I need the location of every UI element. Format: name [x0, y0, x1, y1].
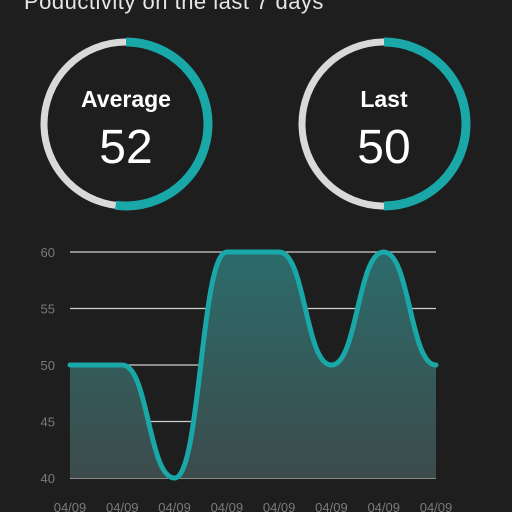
productivity-area-chart: 60 55 50 45 40 04/09 04/09 04/09 04/09 04/09 04/09… — [41, 245, 453, 512]
average-gauge: Average 52 — [38, 36, 214, 212]
last-gauge-label: Last — [360, 86, 408, 112]
last-gauge-value: 50 — [357, 121, 411, 174]
last-gauge: Last 50 — [296, 36, 472, 212]
data-point — [277, 250, 282, 254]
data-point — [68, 363, 72, 367]
page-title: Poductivity on the last 7 days — [24, 0, 324, 14]
y-tick-label: 60 — [41, 245, 55, 260]
series-line — [67, 249, 439, 481]
y-tick-label: 55 — [41, 302, 55, 317]
data-point — [434, 363, 438, 367]
x-tick-label: 04/09 — [106, 500, 139, 512]
average-gauge-arc — [39, 37, 213, 211]
x-tick-label: 04/09 — [315, 500, 348, 512]
y-tick-label: 50 — [41, 358, 55, 373]
last-gauge-arc — [297, 37, 471, 211]
data-point — [381, 250, 386, 254]
average-gauge-value: 52 — [99, 121, 153, 174]
average-gauge-label: Average — [81, 86, 171, 112]
x-tick-label: 04/09 — [54, 500, 87, 512]
data-point — [224, 250, 229, 254]
x-tick-label: 04/09 — [263, 500, 296, 512]
data-point — [329, 363, 334, 367]
x-tick-label: 04/09 — [420, 500, 453, 512]
area-fill — [70, 252, 436, 478]
y-tick-label: 40 — [41, 471, 55, 486]
average-gauge-ring — [39, 37, 213, 211]
last-gauge-ring — [297, 37, 471, 211]
x-tick-label: 04/09 — [158, 500, 191, 512]
data-point — [172, 476, 177, 480]
x-tick-label: 04/09 — [211, 500, 244, 512]
data-point — [120, 363, 125, 367]
x-tick-label: 04/09 — [367, 500, 400, 512]
y-tick-label: 45 — [41, 415, 55, 430]
